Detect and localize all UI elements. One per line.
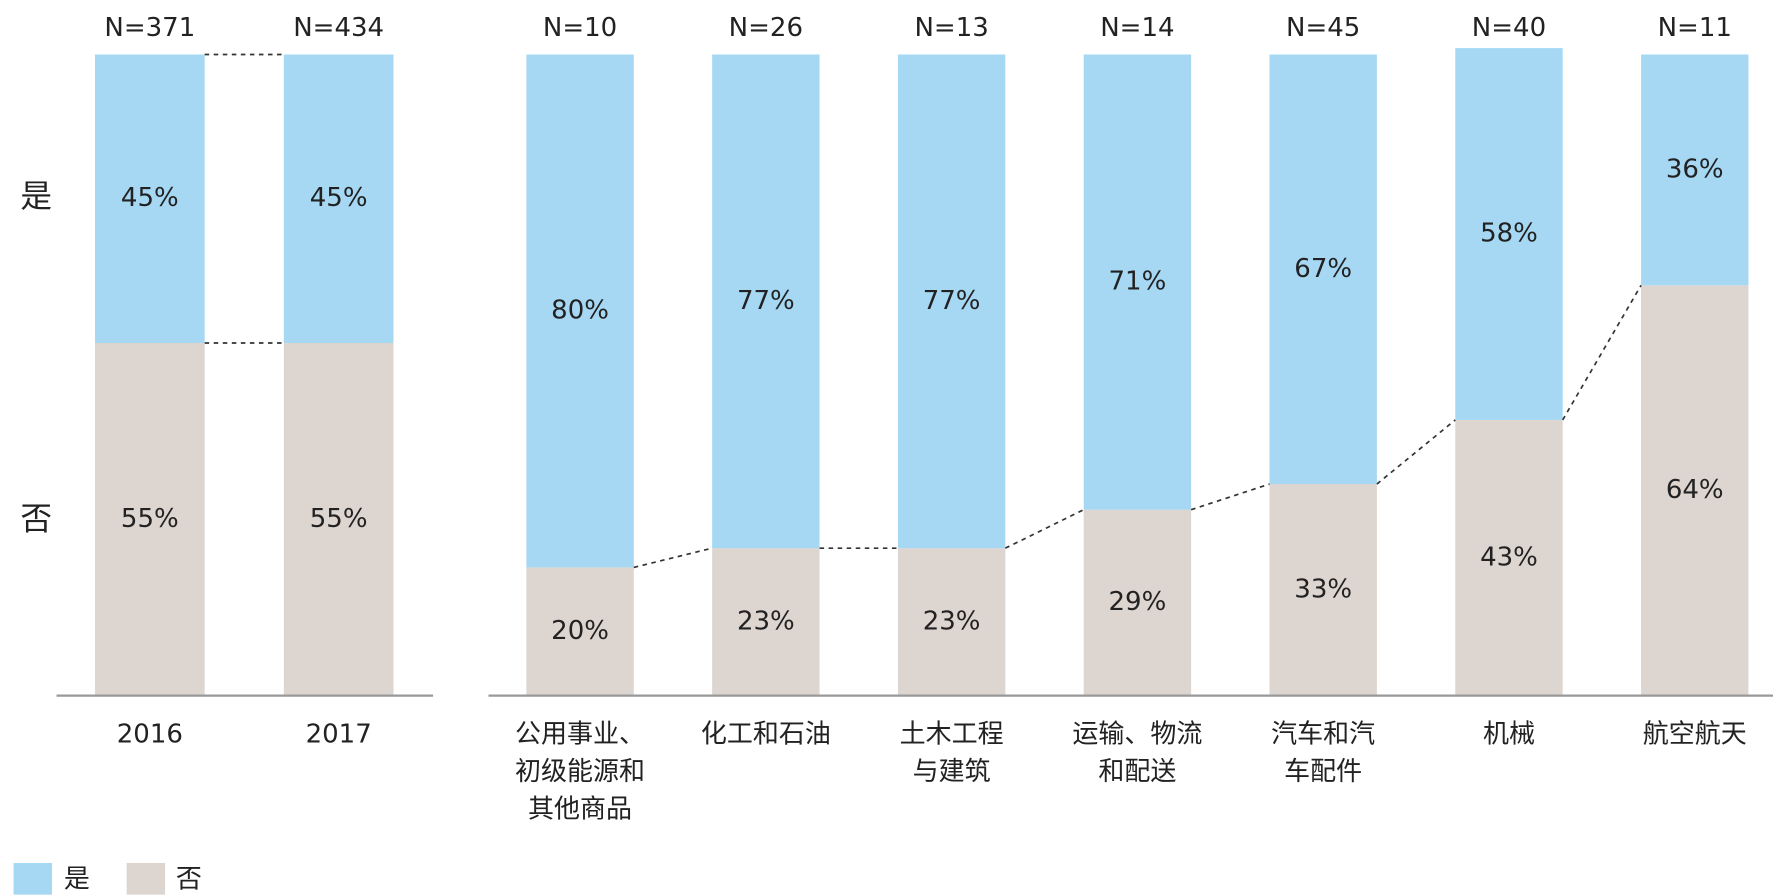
value-label: 36%	[1666, 154, 1724, 184]
x-tick-label: 化工和石油	[701, 720, 831, 750]
n-label: N=45	[1286, 13, 1360, 43]
bar-segment	[1641, 54, 1749, 286]
bar-segment	[94, 54, 205, 344]
x-tick-label: 2017	[306, 720, 372, 750]
legend-swatch	[13, 862, 53, 895]
connector	[1004, 508, 1085, 549]
connector	[1190, 483, 1270, 511]
x-tick-label: 其他商品	[528, 794, 632, 824]
bar-segment	[526, 567, 634, 696]
row-label: 否	[20, 501, 52, 537]
bar-segment	[283, 343, 394, 696]
legend: 是 否	[13, 862, 202, 895]
x-tick-label: 车配件	[1284, 757, 1362, 787]
bar-segment	[897, 548, 1006, 696]
n-label: N=10	[543, 13, 617, 43]
value-label: 55%	[121, 504, 179, 534]
value-label: 80%	[551, 295, 609, 325]
value-label: 45%	[121, 183, 179, 213]
bar-segment	[712, 54, 820, 549]
value-label: 23%	[923, 606, 981, 636]
bar-segment	[1083, 509, 1192, 696]
n-label: N=40	[1472, 13, 1546, 43]
value-label: 45%	[310, 183, 368, 213]
value-label: 23%	[737, 606, 795, 636]
value-label: 29%	[1109, 587, 1167, 617]
n-label: N=26	[729, 13, 803, 43]
bar-segment	[526, 54, 634, 568]
bar-segment	[1083, 54, 1192, 510]
x-tick-label: 和配送	[1098, 757, 1176, 787]
x-tick-label: 汽车和汽	[1271, 720, 1375, 750]
x-tick-label: 与建筑	[913, 757, 991, 787]
value-label: 77%	[737, 286, 795, 316]
legend-swatch	[126, 862, 166, 895]
connector	[633, 547, 713, 569]
legend-label: 是	[64, 864, 90, 894]
n-label: N=371	[104, 13, 195, 43]
legend-label: 否	[176, 864, 202, 894]
x-tick-label: 初级能源和	[515, 757, 645, 787]
bar-segment	[94, 343, 205, 696]
connector	[1561, 284, 1642, 421]
n-label: N=14	[1100, 13, 1174, 43]
x-tick-label: 机械	[1483, 720, 1535, 750]
value-label: 67%	[1294, 254, 1352, 284]
value-label: 33%	[1294, 574, 1352, 604]
bar-segment	[1269, 54, 1377, 485]
value-label: 20%	[551, 616, 609, 646]
value-label: 77%	[923, 286, 981, 316]
n-label: N=13	[914, 13, 988, 43]
x-tick-label: 公用事业、	[515, 720, 645, 750]
bar-segment	[1455, 419, 1563, 696]
n-label: N=434	[293, 13, 384, 43]
row-label: 是	[20, 179, 52, 215]
value-label: 64%	[1666, 475, 1724, 505]
bar-segment	[1269, 484, 1377, 696]
bar-segment	[1641, 285, 1749, 696]
x-tick-label: 运输、物流	[1072, 720, 1202, 750]
bar-segment	[283, 54, 394, 344]
value-label: 55%	[310, 504, 368, 534]
bar-segment	[897, 54, 1006, 549]
value-label: 71%	[1109, 267, 1167, 297]
x-tick-label: 土木工程	[900, 720, 1004, 750]
value-label: 43%	[1480, 542, 1538, 572]
bar-segment	[712, 548, 820, 696]
bar-segment	[1455, 48, 1563, 420]
x-tick-label: 2016	[117, 720, 183, 750]
value-label: 58%	[1480, 219, 1538, 249]
connector	[1376, 419, 1456, 485]
n-label: N=11	[1658, 13, 1732, 43]
x-tick-label: 航空航天	[1643, 720, 1747, 750]
